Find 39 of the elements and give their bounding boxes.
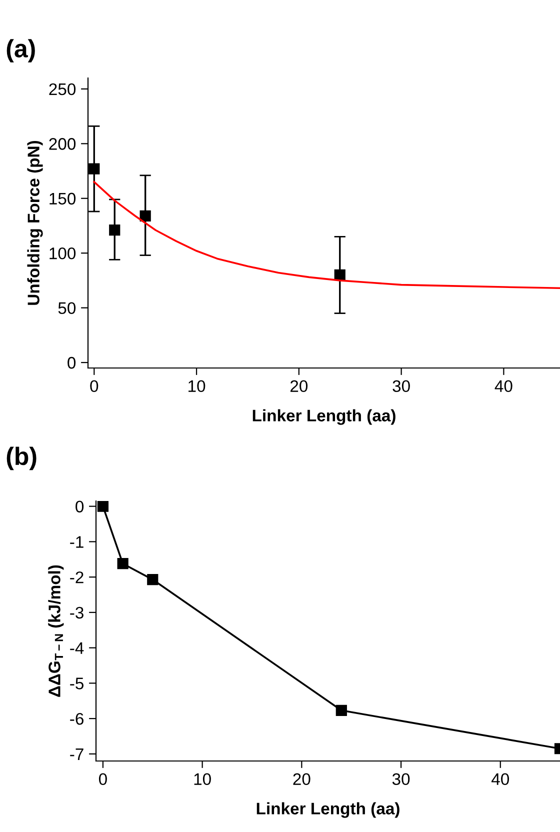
point <box>109 224 120 236</box>
y-tick-label: -4 <box>70 642 84 654</box>
y-tick-label: 100 <box>50 247 76 260</box>
x-axis-title: Linker Length (aa) <box>256 802 400 818</box>
chart-title: (a) <box>6 39 35 62</box>
x-tick-label: 10 <box>188 380 206 392</box>
x-tick-label: 40 <box>492 773 510 786</box>
x-tick-label: 40 <box>494 380 512 392</box>
x-tick-label: 10 <box>194 773 211 786</box>
y-tick-label: 0 <box>68 356 76 369</box>
point <box>147 574 158 586</box>
point <box>140 210 151 222</box>
x-tick-label: 0 <box>90 380 98 392</box>
y-tick-label: 0 <box>76 500 84 513</box>
y-tick-label: -1 <box>70 536 84 548</box>
x-tick-label: 30 <box>392 773 410 786</box>
point <box>334 269 346 281</box>
y-tick-label: 150 <box>50 192 76 205</box>
y-tick-label: -6 <box>70 712 84 725</box>
x-tick-label: 20 <box>293 773 310 786</box>
y-tick-label: -5 <box>70 678 84 690</box>
point <box>336 704 347 716</box>
point <box>117 558 128 570</box>
point <box>88 163 100 174</box>
x-tick-label: 30 <box>392 380 410 392</box>
point <box>97 501 109 512</box>
y-tick-label: -2 <box>70 571 84 584</box>
x-axis-title: Linker Length (aa) <box>252 409 396 425</box>
y-tick-label: 250 <box>49 83 76 96</box>
y-tick-label: 200 <box>49 138 76 150</box>
y-axis-title: ΔΔG$_{T−N}$ (kJ/mol) <box>48 565 64 697</box>
y-axis-title: Unfolding Force (pN) <box>27 140 43 305</box>
y-tick-label: 50 <box>58 302 76 314</box>
x-tick-label: 20 <box>290 380 308 392</box>
line-series <box>93 181 560 290</box>
x-tick-label: 0 <box>98 773 107 786</box>
chart-title: (b) <box>6 446 36 470</box>
y-tick-label: -3 <box>70 606 84 619</box>
y-tick-label: -7 <box>70 748 84 760</box>
